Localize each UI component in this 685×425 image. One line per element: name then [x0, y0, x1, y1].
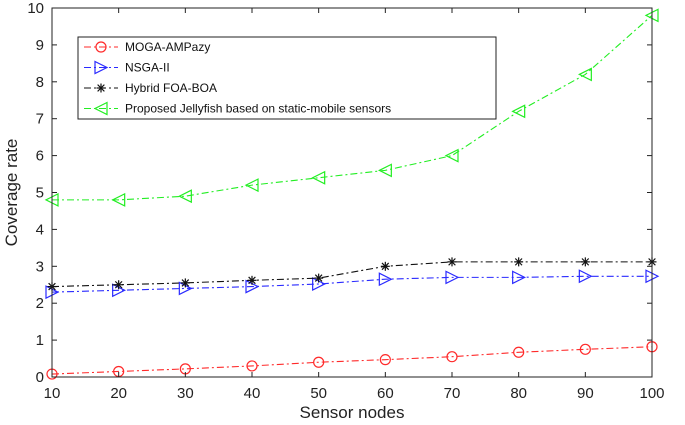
- series-2: [47, 257, 657, 292]
- series-line: [51, 275, 652, 293]
- x-tick-label: 60: [377, 385, 394, 402]
- x-tick-label: 10: [44, 385, 61, 402]
- data-point: [180, 278, 190, 288]
- legend-marker: [95, 41, 107, 53]
- x-tick-label: 50: [310, 385, 327, 402]
- data-point: [247, 275, 257, 285]
- x-tick-label: 40: [244, 385, 261, 402]
- series-0: [46, 341, 658, 380]
- data-point: [379, 354, 391, 366]
- data-point: [313, 356, 325, 368]
- legend-item: MOGA-AMPazy: [84, 40, 210, 54]
- legend-marker: [96, 83, 106, 93]
- x-axis-title: Sensor nodes: [300, 403, 405, 422]
- legend-item: Proposed Jellyfish based on static-mobil…: [84, 102, 391, 116]
- y-tick-label: 5: [36, 185, 44, 202]
- data-point: [446, 351, 458, 363]
- data-point: [513, 346, 525, 358]
- data-point: [444, 148, 459, 163]
- series-line: [52, 14, 653, 201]
- data-point: [447, 257, 457, 267]
- legend-item: Hybrid FOA-BOA: [84, 81, 217, 95]
- y-tick-label: 0: [36, 369, 44, 386]
- x-tick-label: 100: [639, 385, 664, 402]
- series-line: [51, 346, 653, 375]
- y-tick-label: 8: [36, 74, 44, 91]
- chart-marks: [44, 8, 660, 380]
- x-tick-label: 20: [110, 385, 127, 402]
- y-tick-label: 2: [36, 295, 44, 312]
- legend-marker: [94, 60, 109, 75]
- legend: MOGA-AMPazy NSGA-II Hybrid FOA-BOA Proposed…: [77, 36, 497, 120]
- data-point: [445, 270, 460, 285]
- data-point: [577, 67, 592, 82]
- y-tick-label: 9: [36, 37, 44, 54]
- data-point: [378, 272, 393, 287]
- data-point: [514, 257, 524, 267]
- y-tick-label: 3: [36, 258, 44, 275]
- series-1: [45, 269, 660, 300]
- legend-label: MOGA-AMPazy: [125, 40, 210, 54]
- data-point: [511, 104, 526, 119]
- x-tick-label: 30: [177, 385, 194, 402]
- legend-marker: [93, 101, 108, 116]
- data-point: [377, 163, 392, 178]
- x-tick-label: 90: [577, 385, 594, 402]
- chart-axes: 10 20 30 40 50 60 70 80 90 100 0 1 2 3 4 5 6 7 8 9 10: [27, 0, 664, 402]
- data-point: [177, 189, 192, 204]
- data-point: [246, 360, 258, 372]
- y-tick-label: 4: [36, 221, 44, 238]
- data-point: [114, 280, 124, 290]
- y-tick-label: 1: [36, 332, 44, 349]
- legend-item: NSGA-II: [84, 61, 170, 75]
- legend-label: NSGA-II: [125, 61, 170, 75]
- data-point: [579, 343, 591, 355]
- y-axis-title: Coverage rate: [2, 139, 21, 247]
- series-3: [44, 8, 659, 207]
- data-point: [578, 269, 593, 284]
- data-point: [311, 170, 326, 185]
- y-tick-label: 7: [36, 111, 44, 128]
- x-tick-label: 80: [510, 385, 527, 402]
- data-point: [111, 192, 126, 207]
- data-point: [244, 178, 259, 193]
- legend-label: Proposed Jellyfish based on static-mobil…: [125, 102, 391, 116]
- legend-label: Hybrid FOA-BOA: [125, 81, 217, 95]
- data-point: [380, 261, 390, 271]
- legend-box: [77, 36, 497, 120]
- x-tick-label: 70: [444, 385, 461, 402]
- data-point: [580, 257, 590, 267]
- data-point: [512, 270, 527, 285]
- series-line: [51, 261, 652, 288]
- data-point: [314, 273, 324, 283]
- y-tick-label: 6: [36, 148, 44, 165]
- y-tick-label: 10: [27, 0, 44, 17]
